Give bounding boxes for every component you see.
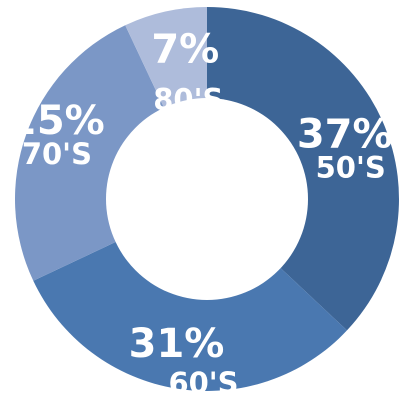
donut-hole <box>106 98 308 300</box>
category-label-50-s: 50'S <box>316 150 386 184</box>
category-label-80-s: 80'S <box>153 83 223 117</box>
percent-label-60-s: 31% <box>129 321 225 367</box>
percent-label-50-s: 37% <box>297 111 393 157</box>
percent-label-70-s: 25% <box>9 98 105 144</box>
percent-label-80-s: 7% <box>151 27 219 73</box>
chart-labels: 37%50'S 31%60'S 25%70'S 7% 80'S <box>9 27 393 396</box>
category-label-60-s: 60'S <box>168 366 238 396</box>
category-label-70-s: 70'S <box>22 137 92 171</box>
